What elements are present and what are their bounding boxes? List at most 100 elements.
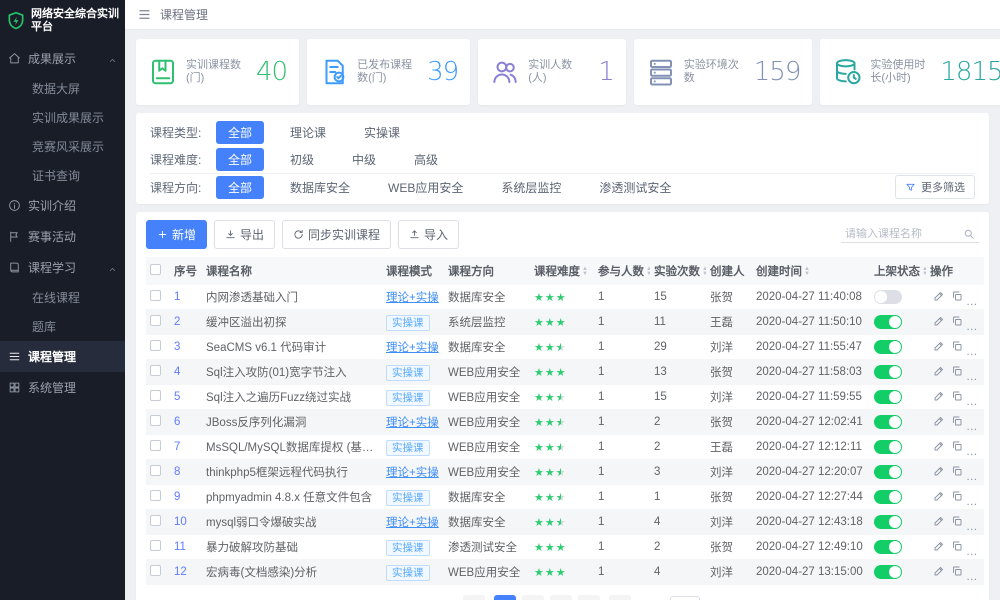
toolbar-button-2[interactable]: 导出 [214, 220, 276, 249]
copy-button[interactable] [948, 565, 966, 580]
sidebar-subitem-4-2[interactable]: 题库 [32, 320, 57, 335]
delete-button[interactable] [966, 315, 984, 330]
filter-option[interactable]: 系统层监控 [501, 180, 562, 195]
publish-toggle[interactable] [874, 415, 902, 429]
publish-toggle[interactable] [874, 565, 902, 579]
row-checkbox[interactable] [150, 540, 161, 551]
sidebar-item-3[interactable]: 赛事活动 [0, 221, 125, 252]
edit-button[interactable] [930, 415, 948, 430]
edit-button[interactable] [930, 315, 948, 330]
page-button-2[interactable]: 2 [522, 595, 545, 600]
delete-button[interactable] [966, 340, 984, 355]
sidebar-subitem-1-2[interactable]: 实训成果展示 [32, 111, 105, 126]
sidebar-item-1[interactable]: 成果展示 [0, 43, 125, 74]
copy-button[interactable] [948, 415, 966, 430]
edit-button[interactable] [930, 490, 948, 505]
sort-icon[interactable]: ▲ ▼ [804, 266, 810, 277]
publish-toggle[interactable] [874, 340, 902, 354]
publish-toggle[interactable] [874, 515, 902, 529]
edit-button[interactable] [930, 365, 948, 380]
sidebar-item-2[interactable]: 实训介绍 [0, 190, 125, 221]
filter-option[interactable]: 实操课 [364, 126, 401, 140]
edit-button[interactable] [930, 515, 948, 530]
filter-option[interactable]: 理论课 [290, 126, 327, 140]
row-checkbox[interactable] [150, 490, 161, 501]
row-checkbox[interactable] [150, 390, 161, 401]
publish-toggle[interactable] [874, 490, 902, 504]
sidebar-item-5[interactable]: 课程管理 [0, 341, 125, 373]
publish-toggle[interactable] [874, 440, 902, 454]
edit-button[interactable] [930, 390, 948, 405]
row-checkbox[interactable] [150, 365, 161, 376]
copy-button[interactable] [948, 315, 966, 330]
edit-button[interactable] [930, 440, 948, 455]
page-button-3[interactable]: 3 [550, 595, 573, 600]
delete-button[interactable] [966, 365, 984, 380]
delete-button[interactable] [966, 490, 984, 505]
sidebar-subitem-1-4[interactable]: 证书查询 [32, 169, 81, 184]
filter-option[interactable]: 全部 [216, 148, 265, 171]
select-all-checkbox[interactable] [150, 264, 161, 275]
copy-button[interactable] [948, 390, 966, 405]
filter-option[interactable]: 中级 [352, 153, 377, 167]
sort-icon[interactable]: ▲ ▼ [646, 266, 650, 277]
goto-page-input[interactable] [670, 596, 701, 600]
publish-toggle[interactable] [874, 540, 902, 554]
delete-button[interactable] [966, 290, 984, 305]
delete-button[interactable] [966, 465, 984, 480]
hamburger-menu-icon[interactable] [137, 7, 152, 22]
sidebar-subitem-1-3[interactable]: 竞赛风采展示 [32, 140, 105, 155]
column-header[interactable]: 实验次数 ▲ ▼ [650, 257, 706, 285]
filter-option[interactable]: 全部 [216, 121, 265, 144]
copy-button[interactable] [948, 515, 966, 530]
sort-icon[interactable]: ▲ ▼ [922, 266, 926, 277]
row-checkbox[interactable] [150, 440, 161, 451]
search-input[interactable] [845, 228, 959, 240]
page-button-4[interactable]: 4 [578, 595, 601, 600]
sidebar-item-4[interactable]: 课程学习 [0, 252, 125, 283]
toolbar-button-4[interactable]: 导入 [398, 220, 460, 249]
prev-page-button[interactable]: ‹ [463, 595, 486, 600]
toolbar-button-1[interactable]: 新增 [146, 220, 208, 249]
more-filter-button[interactable]: 更多筛选 [895, 175, 975, 199]
copy-button[interactable] [948, 465, 966, 480]
copy-button[interactable] [948, 490, 966, 505]
sidebar-subitem-4-1[interactable]: 在线课程 [32, 291, 81, 306]
edit-button[interactable] [930, 290, 948, 305]
course-mode-link[interactable]: 理论+实操 [386, 517, 439, 529]
filter-option[interactable]: 全部 [216, 175, 265, 199]
filter-option[interactable]: 渗透测试安全 [599, 180, 672, 195]
filter-option[interactable]: 高级 [414, 153, 439, 167]
sort-icon[interactable]: ▲ ▼ [582, 266, 588, 277]
sort-icon[interactable]: ▲ ▼ [702, 266, 706, 277]
delete-button[interactable] [966, 565, 984, 580]
column-header[interactable]: 创建时间 ▲ ▼ [752, 257, 870, 285]
edit-button[interactable] [930, 565, 948, 580]
row-checkbox[interactable] [150, 415, 161, 426]
column-header[interactable]: 参与人数 ▲ ▼ [594, 257, 650, 285]
copy-button[interactable] [948, 365, 966, 380]
course-mode-link[interactable]: 理论+实操 [386, 292, 439, 304]
row-checkbox[interactable] [150, 515, 161, 526]
next-page-button[interactable]: › [609, 595, 632, 600]
filter-option[interactable]: 初级 [290, 153, 315, 167]
course-mode-link[interactable]: 理论+实操 [386, 417, 439, 429]
delete-button[interactable] [966, 440, 984, 455]
publish-toggle[interactable] [874, 315, 902, 329]
copy-button[interactable] [948, 440, 966, 455]
publish-toggle[interactable] [874, 390, 902, 404]
page-button-1[interactable]: 1 [494, 595, 517, 600]
row-checkbox[interactable] [150, 290, 161, 301]
edit-button[interactable] [930, 340, 948, 355]
search-icon[interactable] [963, 228, 975, 240]
row-checkbox[interactable] [150, 315, 161, 326]
copy-button[interactable] [948, 340, 966, 355]
sidebar-subitem-1-1[interactable]: 数据大屏 [32, 82, 81, 97]
edit-button[interactable] [930, 540, 948, 555]
row-checkbox[interactable] [150, 465, 161, 476]
copy-button[interactable] [948, 290, 966, 305]
toolbar-button-3[interactable]: 同步实训课程 [282, 220, 392, 249]
filter-option[interactable]: WEB应用安全 [388, 180, 464, 195]
course-mode-link[interactable]: 理论+实操 [386, 467, 439, 479]
delete-button[interactable] [966, 415, 984, 430]
